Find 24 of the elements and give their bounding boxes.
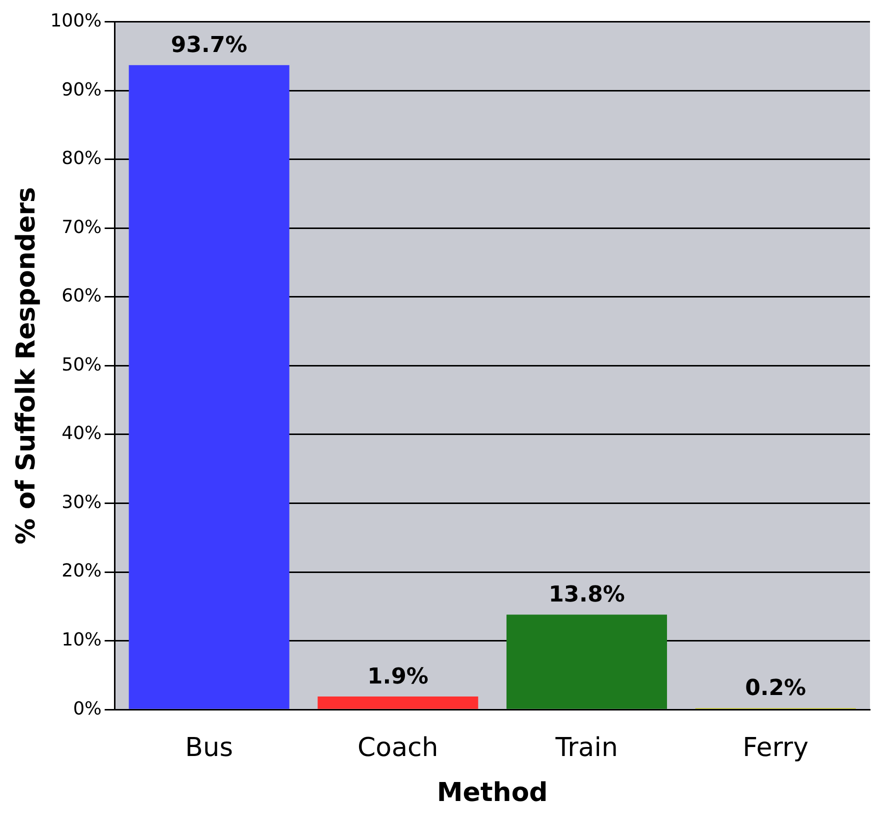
data-label: 0.2% bbox=[745, 676, 806, 701]
y-tick-label: 0% bbox=[73, 698, 102, 720]
y-tick-label: 30% bbox=[62, 492, 102, 513]
y-tick-label: 20% bbox=[62, 560, 102, 582]
x-tick-label: Ferry bbox=[742, 732, 809, 763]
y-tick-label: 100% bbox=[50, 10, 102, 32]
x-tick-label: Coach bbox=[358, 732, 438, 763]
y-tick-label: 40% bbox=[62, 423, 102, 444]
y-tick-label: 60% bbox=[62, 286, 102, 307]
y-tick-label: 80% bbox=[62, 148, 102, 170]
y-tick-label: 70% bbox=[62, 216, 102, 238]
data-label: 1.9% bbox=[367, 664, 428, 690]
x-tick-label: Train bbox=[554, 732, 618, 763]
y-tick-label: 90% bbox=[62, 79, 102, 100]
data-label: 93.7% bbox=[170, 32, 248, 58]
y-tick-label: 50% bbox=[62, 354, 102, 376]
x-axis-title: Method bbox=[436, 778, 548, 808]
data-label: 13.8% bbox=[548, 582, 625, 608]
bar bbox=[506, 614, 668, 709]
y-tick-label: 10% bbox=[62, 629, 102, 650]
bar bbox=[128, 65, 290, 709]
y-axis-title: % of Suffolk Responders bbox=[11, 186, 42, 544]
bar bbox=[318, 696, 478, 709]
x-tick-label: Bus bbox=[185, 732, 234, 763]
